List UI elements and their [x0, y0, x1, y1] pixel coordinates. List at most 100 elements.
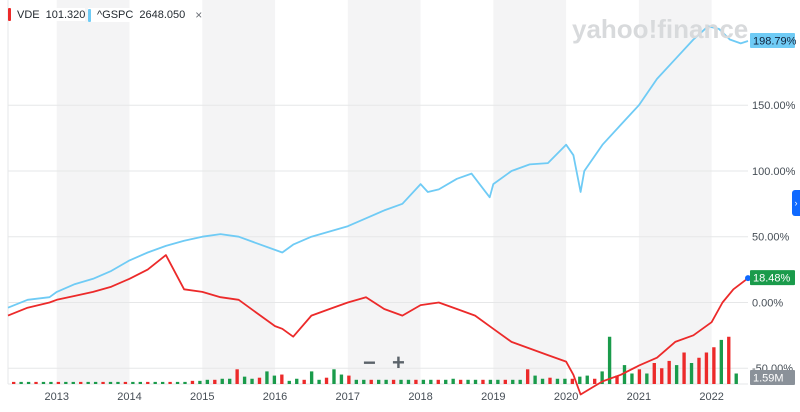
legend-vde[interactable]: VDE 101.320: [8, 8, 86, 21]
volume-bar: [667, 360, 671, 384]
year-band: [638, 0, 712, 384]
volume-bar: [563, 378, 567, 384]
volume-bar: [19, 381, 23, 384]
series-line: [7, 25, 749, 309]
volume-bar: [272, 375, 277, 384]
volume-bar: [332, 369, 336, 384]
y-tick-label: 0.00%: [752, 297, 783, 309]
year-band: [493, 0, 567, 384]
volume-bar: [570, 378, 575, 384]
volume-bar: [674, 365, 679, 384]
gspc-end-label: 198.79%: [753, 36, 797, 48]
volume-bar: [101, 381, 105, 384]
volume-bar: [518, 379, 522, 384]
volume-bar: [146, 381, 150, 384]
vde-end-label-bg: [750, 270, 795, 286]
y-axis-labels: 150.00%100.00%50.00%0.00%-50.00%: [752, 100, 796, 375]
volume-bar: [205, 379, 210, 384]
volume-bar: [153, 381, 157, 384]
legend-gspc[interactable]: ^GSPC 2648.050 ×: [88, 8, 203, 22]
volume-bar: [451, 378, 455, 384]
volume-bar: [719, 339, 724, 384]
volume-bar: [347, 375, 351, 384]
volume-bar: [235, 369, 239, 384]
volume-bar: [228, 378, 232, 384]
volume-end-label: 1.59M: [753, 373, 784, 385]
year-bands: [56, 0, 712, 384]
x-tick-label: 2015: [190, 391, 214, 403]
volume-bar: [406, 379, 411, 384]
volume-bar: [56, 381, 61, 384]
volume-bar: [697, 357, 701, 384]
volume-bar: [295, 378, 299, 384]
volume-bar: [637, 369, 642, 384]
year-band: [347, 0, 421, 384]
volume-bar: [220, 378, 224, 384]
volume-bar: [399, 379, 403, 384]
volume-bar: [548, 377, 552, 384]
volume-bar: [436, 379, 440, 384]
volume-bar: [302, 379, 306, 384]
volume-bar: [727, 336, 731, 384]
zoom-out-button[interactable]: −: [363, 350, 376, 375]
volume-bar: [645, 373, 649, 384]
volume-bar: [116, 381, 120, 384]
x-tick-label: 2016: [263, 391, 287, 403]
close-icon[interactable]: ×: [195, 8, 203, 22]
volume-bar: [287, 380, 291, 384]
volume-bar: [600, 371, 604, 384]
y-tick-label: 50.00%: [752, 232, 790, 244]
volume-bar: [496, 379, 500, 384]
end-labels: 198.79% 18.48% 1.59M: [750, 33, 797, 385]
volume-bar: [593, 378, 597, 384]
volume-bars: [12, 336, 738, 384]
volume-bar: [362, 379, 366, 384]
volume-bar: [384, 379, 388, 384]
volume-bar: [414, 379, 418, 384]
volume-bar: [473, 379, 478, 384]
volume-bar: [257, 377, 262, 384]
volume-bar: [511, 379, 515, 384]
gspc-swatch: [88, 8, 91, 22]
volume-bar: [525, 369, 530, 384]
volume-bar: [377, 379, 381, 384]
volume-end-label-bg: [750, 370, 795, 385]
volume-bar: [503, 379, 507, 384]
volume-bar: [339, 374, 344, 384]
x-tick-label: 2018: [408, 391, 432, 403]
volume-bar: [354, 379, 359, 384]
vde-symbol: VDE: [17, 8, 40, 21]
volume-bar: [265, 371, 269, 384]
volume-bar: [93, 381, 98, 384]
volume-bar: [533, 375, 537, 384]
vde-swatch: [8, 8, 11, 21]
volume-bar: [682, 352, 686, 384]
volume-bar: [712, 347, 716, 384]
x-tick-label: 2021: [627, 391, 651, 403]
x-axis-labels: 2013 2014 2015 2016 2017 2018 2019 2020 2021 2022: [45, 391, 724, 403]
watermark: yahoo!finance: [572, 14, 748, 44]
volume-bar: [704, 352, 709, 384]
volume-bar: [652, 363, 656, 384]
volume-bar: [198, 380, 202, 384]
volume-bar: [41, 381, 46, 384]
vde-end-label: 18.48%: [753, 273, 791, 285]
volume-bar: [79, 381, 83, 384]
y-tick-label: 100.00%: [752, 166, 796, 178]
zoom-in-button[interactable]: +: [392, 350, 405, 375]
volume-bar: [481, 379, 485, 384]
volume-bar: [280, 374, 284, 384]
volume-bar: [168, 381, 172, 384]
volume-bar: [622, 365, 627, 384]
chevron-right-icon[interactable]: ›: [792, 190, 800, 216]
volume-bar: [34, 381, 38, 384]
x-tick-label: 2019: [481, 391, 505, 403]
volume-bar: [429, 379, 433, 384]
volume-bar: [607, 336, 612, 384]
volume-bar: [391, 379, 396, 384]
volume-bar: [183, 381, 187, 384]
vde-value: 101.320: [45, 8, 86, 21]
volume-bar: [488, 379, 493, 384]
year-band: [202, 0, 276, 384]
